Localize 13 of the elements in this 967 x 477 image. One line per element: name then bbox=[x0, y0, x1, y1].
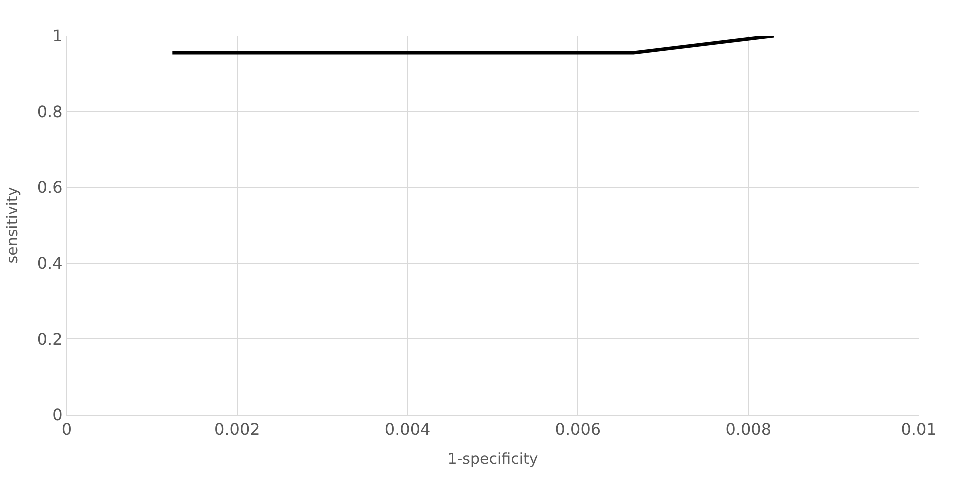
y-tick-label: 1 bbox=[52, 26, 63, 46]
y-tick-label: 0.4 bbox=[37, 254, 63, 273]
x-tick-label: 0.01 bbox=[901, 420, 937, 440]
y-tick-label: 0.6 bbox=[37, 178, 63, 198]
x-tick-label: 0.004 bbox=[384, 420, 431, 440]
y-tick-label: 0.8 bbox=[37, 102, 63, 122]
y-tick-label: 0.2 bbox=[37, 330, 63, 349]
x-tick-label: 0.002 bbox=[214, 420, 260, 440]
x-tick-label: 0.006 bbox=[555, 420, 602, 440]
x-tick-label: 0.008 bbox=[726, 420, 772, 440]
y-axis-title: sensitivity bbox=[4, 187, 22, 264]
y-tick-label: 0 bbox=[52, 406, 63, 425]
x-axis-title: 1-specificity bbox=[448, 450, 538, 468]
